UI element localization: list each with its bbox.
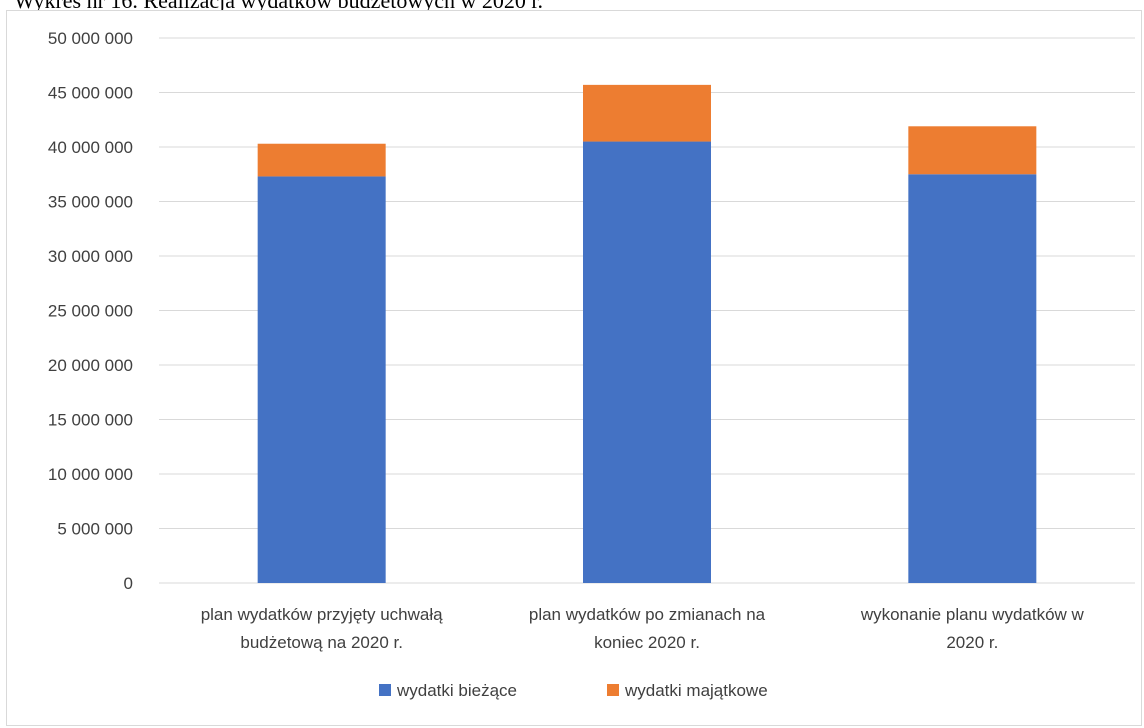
x-category-label: wykonanie planu wydatków w	[860, 605, 1085, 624]
y-tick-label: 40 000 000	[48, 138, 133, 157]
y-tick-label: 30 000 000	[48, 247, 133, 266]
bar-segment	[257, 176, 386, 583]
chart-title-strip: Wykres nr 16. Realizacja wydatków budżet…	[0, 0, 1144, 12]
bar-segment	[583, 84, 711, 142]
x-category-label: 2020 r.	[946, 633, 998, 652]
y-tick-label: 20 000 000	[48, 356, 133, 375]
chart-title: Wykres nr 16. Realizacja wydatków budżet…	[14, 0, 543, 12]
x-category-label: koniec 2020 r.	[594, 633, 700, 652]
y-tick-label: 15 000 000	[48, 411, 133, 430]
x-category-label: plan wydatków przyjęty uchwałą	[201, 605, 443, 624]
y-tick-label: 45 000 000	[48, 84, 133, 103]
x-category-label: plan wydatków po zmianach na	[529, 605, 766, 624]
y-tick-label: 5 000 000	[57, 520, 133, 539]
y-tick-label: 0	[124, 574, 133, 593]
bar-chart: 0 5 000 000 10 000 000 15 000 000 20 000 000…	[48, 29, 1135, 700]
legend-label: wydatki bieżące	[396, 681, 517, 700]
legend-label: wydatki majątkowe	[624, 681, 768, 700]
legend-swatch	[379, 684, 391, 696]
bar-segment	[908, 126, 1037, 175]
bar-segment	[583, 141, 711, 584]
legend-swatch	[607, 684, 619, 696]
x-category-label: budżetową na 2020 r.	[240, 633, 403, 652]
y-tick-label: 50 000 000	[48, 29, 133, 48]
y-tick-label: 35 000 000	[48, 193, 133, 212]
bar-segment	[908, 174, 1037, 583]
chart-area: 0 5 000 000 10 000 000 15 000 000 20 000 000…	[6, 10, 1142, 726]
y-tick-label: 25 000 000	[48, 302, 133, 321]
bar-segment	[257, 143, 386, 177]
y-tick-label: 10 000 000	[48, 465, 133, 484]
